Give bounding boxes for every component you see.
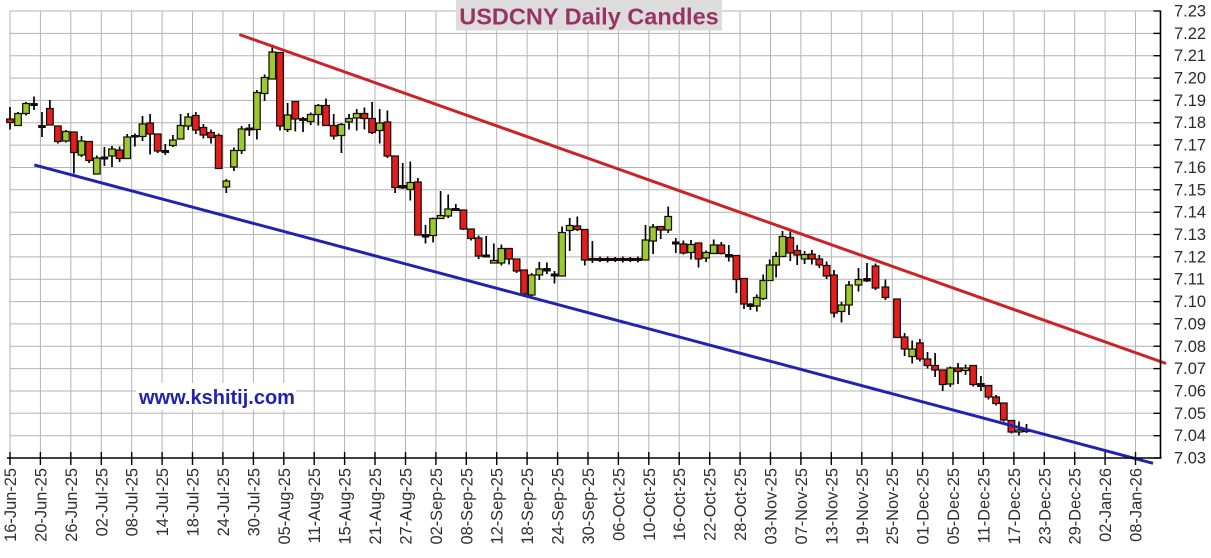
svg-text:02-Jul-25: 02-Jul-25: [93, 468, 111, 536]
svg-text:14-Jul-25: 14-Jul-25: [154, 468, 172, 536]
svg-text:27-Aug-25: 27-Aug-25: [398, 468, 416, 545]
svg-text:7.11: 7.11: [1174, 271, 1205, 289]
svg-text:17-Dec-25: 17-Dec-25: [1006, 468, 1024, 545]
svg-text:19-Nov-25: 19-Nov-25: [854, 468, 872, 545]
svg-text:7.15: 7.15: [1174, 181, 1206, 199]
svg-text:08-Jul-25: 08-Jul-25: [124, 468, 142, 536]
svg-text:16-Jun-25: 16-Jun-25: [2, 468, 20, 542]
svg-text:7.23: 7.23: [1174, 3, 1206, 21]
svg-text:22-Oct-25: 22-Oct-25: [702, 468, 720, 541]
svg-text:16-Oct-25: 16-Oct-25: [671, 468, 689, 541]
svg-text:11-Aug-25: 11-Aug-25: [306, 468, 324, 543]
svg-text:30-Sep-25: 30-Sep-25: [580, 468, 598, 545]
svg-text:USDCNY Daily Candles: USDCNY Daily Candles: [459, 4, 718, 30]
svg-text:23-Dec-25: 23-Dec-25: [1036, 468, 1054, 545]
svg-text:7.10: 7.10: [1174, 293, 1206, 311]
svg-text:10-Oct-25: 10-Oct-25: [641, 468, 659, 541]
svg-text:07-Nov-25: 07-Nov-25: [793, 468, 811, 545]
svg-text:18-Jul-25: 18-Jul-25: [185, 468, 203, 536]
svg-text:21-Aug-25: 21-Aug-25: [367, 468, 385, 545]
svg-text:15-Aug-25: 15-Aug-25: [337, 468, 355, 545]
svg-text:29-Dec-25: 29-Dec-25: [1067, 468, 1085, 545]
svg-text:08-Jan-26: 08-Jan-26: [1128, 468, 1146, 542]
svg-text:7.08: 7.08: [1174, 338, 1206, 356]
svg-text:20-Jun-25: 20-Jun-25: [32, 468, 50, 542]
svg-text:7.05: 7.05: [1174, 405, 1206, 423]
svg-text:www.kshitij.com: www.kshitij.com: [138, 387, 295, 409]
svg-text:7.04: 7.04: [1174, 427, 1206, 445]
svg-text:08-Sep-25: 08-Sep-25: [458, 468, 476, 545]
svg-text:7.12: 7.12: [1174, 248, 1206, 266]
svg-text:30-Jul-25: 30-Jul-25: [245, 468, 263, 536]
svg-text:7.19: 7.19: [1174, 92, 1206, 110]
svg-text:05-Dec-25: 05-Dec-25: [945, 468, 963, 545]
svg-text:7.20: 7.20: [1174, 70, 1206, 88]
svg-text:7.03: 7.03: [1174, 450, 1206, 468]
svg-text:7.06: 7.06: [1174, 383, 1206, 401]
svg-text:02-Jan-26: 02-Jan-26: [1097, 468, 1115, 542]
svg-text:03-Nov-25: 03-Nov-25: [763, 468, 781, 545]
svg-text:28-Oct-25: 28-Oct-25: [732, 468, 750, 541]
svg-text:18-Sep-25: 18-Sep-25: [519, 468, 537, 545]
svg-text:24-Sep-25: 24-Sep-25: [550, 468, 568, 545]
svg-text:05-Aug-25: 05-Aug-25: [276, 468, 294, 545]
svg-text:7.09: 7.09: [1174, 315, 1206, 333]
svg-text:12-Sep-25: 12-Sep-25: [489, 468, 507, 545]
svg-text:13-Nov-25: 13-Nov-25: [823, 468, 841, 545]
svg-text:7.22: 7.22: [1174, 25, 1206, 43]
svg-text:7.14: 7.14: [1174, 204, 1206, 222]
svg-text:7.18: 7.18: [1174, 114, 1206, 132]
svg-text:7.16: 7.16: [1174, 159, 1206, 177]
svg-text:7.21: 7.21: [1174, 47, 1206, 65]
svg-text:06-Oct-25: 06-Oct-25: [610, 468, 628, 541]
svg-text:7.17: 7.17: [1174, 137, 1206, 155]
svg-text:24-Jul-25: 24-Jul-25: [215, 468, 233, 536]
svg-text:02-Sep-25: 02-Sep-25: [428, 468, 446, 545]
svg-text:7.13: 7.13: [1174, 226, 1206, 244]
svg-text:7.07: 7.07: [1174, 360, 1206, 378]
svg-text:01-Dec-25: 01-Dec-25: [915, 468, 933, 545]
svg-text:26-Jun-25: 26-Jun-25: [63, 468, 81, 542]
svg-text:11-Dec-25: 11-Dec-25: [975, 468, 993, 543]
svg-text:25-Nov-25: 25-Nov-25: [884, 468, 902, 545]
